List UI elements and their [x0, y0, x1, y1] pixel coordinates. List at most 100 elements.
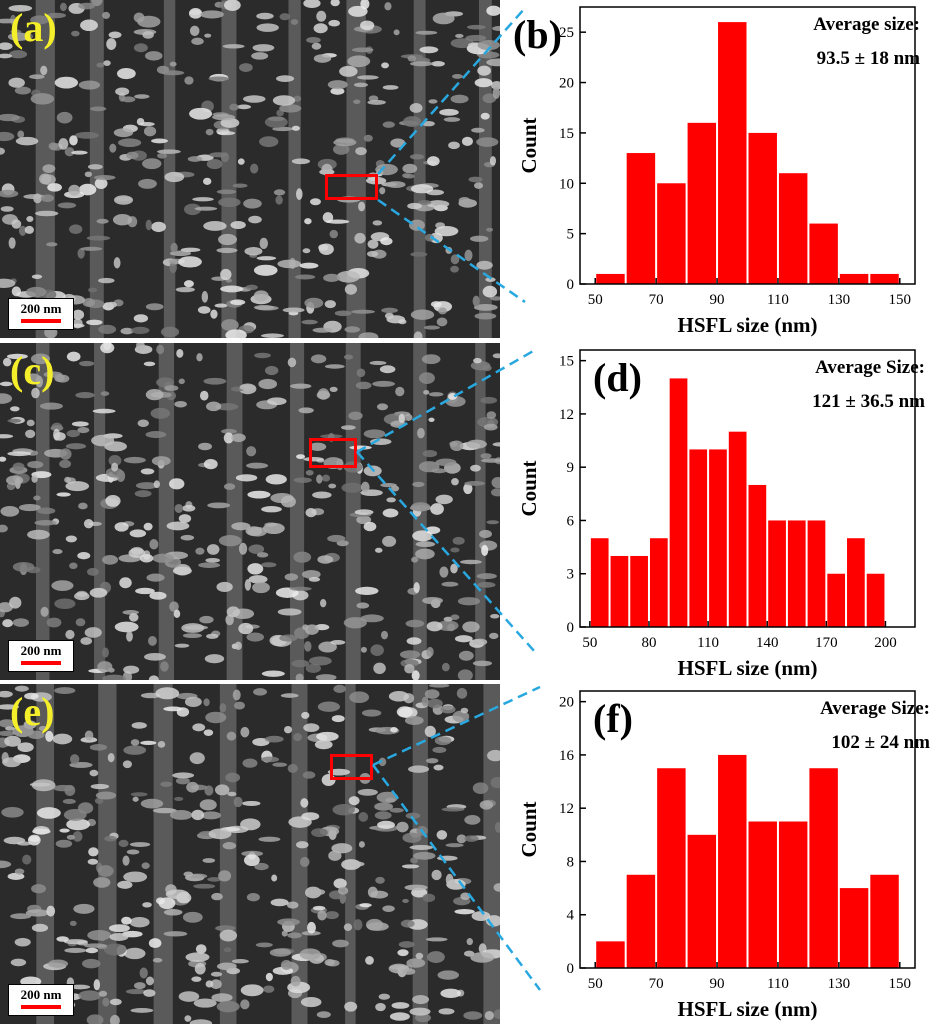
sem-feature: [477, 581, 496, 588]
sem-feature: [417, 427, 425, 439]
sem-feature: [84, 627, 102, 638]
y-tick-label: 9: [567, 460, 575, 476]
sem-ridge: [221, 0, 237, 338]
sem-feature: [426, 646, 434, 657]
sem-feature: [133, 314, 149, 323]
sem-feature: [128, 548, 146, 558]
sem-feature: [0, 505, 20, 517]
sem-feature: [93, 877, 111, 888]
sem-feature: [106, 38, 117, 50]
sem-feature: [193, 998, 217, 1008]
scale-bar-line: [21, 319, 61, 323]
sem-feature: [269, 948, 292, 957]
sem-feature: [123, 745, 147, 755]
sem-feature: [45, 730, 54, 742]
sem-feature: [464, 815, 481, 825]
sem-feature: [316, 474, 323, 484]
sem-feature: [79, 360, 95, 367]
sem-feature: [138, 178, 157, 189]
sem-feature: [436, 830, 448, 840]
sem-feature: [410, 184, 434, 194]
sem-feature: [206, 633, 219, 639]
sem-feature: [312, 905, 326, 911]
sem-feature: [445, 873, 454, 886]
sem-feature: [206, 158, 223, 170]
sem-feature: [137, 419, 149, 427]
sem-feature: [260, 756, 280, 763]
sem-feature: [39, 173, 52, 185]
sem-feature: [160, 326, 180, 338]
sem-feature: [230, 220, 246, 230]
histogram-bar: [748, 132, 777, 284]
sem-feature: [25, 373, 41, 384]
sem-feature: [14, 86, 32, 95]
sem-feature: [214, 303, 228, 308]
sem-feature: [29, 782, 51, 787]
sem-feature: [199, 390, 209, 401]
sem-feature: [64, 476, 72, 483]
sem-feature: [400, 919, 415, 928]
sem-feature: [3, 836, 26, 845]
sem-feature: [178, 514, 192, 523]
sem-feature: [451, 478, 459, 486]
sem-feature: [94, 177, 108, 190]
sem-feature: [93, 174, 116, 181]
sem-feature: [461, 136, 473, 146]
sem-feature: [253, 688, 268, 696]
sem-feature: [194, 963, 206, 975]
sem-feature: [476, 260, 493, 270]
sem-feature: [186, 781, 199, 793]
sem-feature: [178, 378, 185, 385]
sem-feature: [140, 468, 155, 475]
sem-feature: [180, 247, 201, 252]
chart-svg: 50 80 110 140 170 200 0 3 6 9 12 15 HSFL size (nm) Co…: [517, 349, 925, 680]
sem-feature: [8, 237, 16, 249]
sem-feature: [36, 807, 61, 819]
scale-bar-e: 200 nm: [8, 984, 74, 1016]
sem-feature: [344, 326, 361, 333]
x-tick-label: 90: [710, 976, 725, 992]
sem-feature: [299, 856, 310, 867]
sem-feature: [243, 198, 262, 209]
sem-feature: [83, 943, 107, 948]
x-tick-label: 140: [756, 635, 779, 651]
sem-feature: [77, 427, 90, 434]
sem-feature: [393, 29, 400, 36]
sem-feature: [415, 548, 435, 560]
sem-feature: [90, 783, 110, 790]
sem-feature: [182, 633, 202, 639]
sem-feature: [389, 807, 404, 813]
sem-feature: [102, 674, 127, 680]
sem-feature: [344, 1001, 358, 1012]
sem-feature: [428, 99, 438, 104]
sem-feature: [373, 662, 386, 674]
sem-feature: [242, 758, 258, 768]
y-tick-label: 16: [559, 748, 575, 764]
sem-feature: [470, 464, 481, 472]
sem-feature: [205, 128, 214, 136]
sem-feature: [56, 374, 70, 383]
sem-feature: [456, 687, 468, 699]
sem-feature: [11, 219, 22, 229]
sem-feature: [211, 892, 223, 901]
sem-feature: [455, 33, 464, 38]
sem-feature: [27, 834, 41, 846]
sem-feature: [37, 507, 56, 515]
sem-feature: [134, 94, 150, 99]
sem-feature: [131, 722, 147, 729]
sem-feature: [328, 850, 342, 861]
sem-feature: [207, 877, 222, 882]
y-axis-label: Count: [517, 801, 541, 857]
sem-feature: [10, 913, 32, 920]
sem-feature: [317, 701, 340, 712]
panel-label-a: (a): [10, 5, 57, 50]
sem-feature: [59, 459, 72, 469]
sem-feature: [215, 925, 236, 932]
sem-feature: [208, 76, 230, 81]
y-tick-label: 25: [559, 25, 574, 41]
x-tick-label: 130: [828, 292, 851, 308]
plot-area: 50 80 110 140 170 200 0 3 6 9 12 15 HSFL size (nm) Co…: [517, 349, 916, 680]
sem-feature: [58, 138, 69, 150]
sem-feature: [304, 641, 312, 652]
sem-feature: [218, 870, 232, 882]
